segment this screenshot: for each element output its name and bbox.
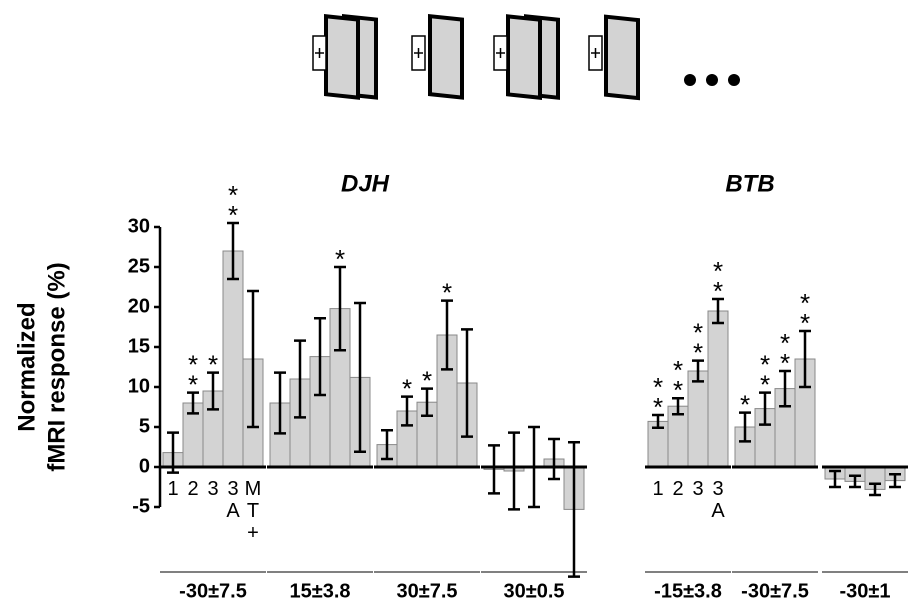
frame xyxy=(604,14,640,101)
frame xyxy=(324,14,360,100)
x-tick-label: 1 xyxy=(652,478,663,500)
group-label: 30±0.5 xyxy=(503,580,564,602)
significance-marker: * * xyxy=(800,288,810,338)
significance-marker: * * xyxy=(713,256,723,306)
significance-marker: * xyxy=(740,389,750,419)
bar xyxy=(707,310,729,468)
significance-marker: * xyxy=(208,349,218,379)
y-tick-label: 25 xyxy=(128,255,150,277)
error-bar xyxy=(354,301,366,454)
error-bar xyxy=(652,413,664,430)
error-bar xyxy=(381,428,393,461)
error-bar xyxy=(247,289,259,429)
ellipsis-dot xyxy=(706,74,718,86)
y-axis-label: Normalized xyxy=(13,302,40,431)
bar xyxy=(687,370,709,468)
error-bar xyxy=(869,482,881,497)
significance-marker: * * xyxy=(780,328,790,378)
group-label: -15±3.8 xyxy=(654,580,722,602)
significance-marker: * * xyxy=(653,372,663,422)
x-tick-label: 3 xyxy=(692,478,703,500)
x-tick-label: 1 xyxy=(167,478,178,500)
error-bar xyxy=(401,395,413,427)
y-tick-label: 15 xyxy=(128,335,150,357)
y-tick-label: -5 xyxy=(132,495,150,517)
significance-marker: * * xyxy=(673,355,683,405)
group-label: -30±7.5 xyxy=(179,580,247,602)
error-bar xyxy=(334,265,346,352)
error-bar xyxy=(799,329,811,389)
significance-marker: * xyxy=(402,373,412,403)
frame xyxy=(428,13,464,100)
error-bar xyxy=(207,371,219,411)
y-tick-label: 20 xyxy=(128,295,150,317)
error-bar xyxy=(187,391,199,415)
error-bar xyxy=(421,387,433,418)
error-bar xyxy=(461,328,473,438)
x-tick-label: 3 xyxy=(207,478,218,500)
panel-title: DJH xyxy=(341,170,390,197)
error-bar xyxy=(488,444,500,495)
y-axis-label: fMRI response (%) xyxy=(43,262,70,471)
fixation-cross xyxy=(496,48,505,58)
group-label: 30±7.5 xyxy=(396,580,457,602)
error-bar xyxy=(548,437,560,481)
significance-marker: * xyxy=(335,244,345,274)
error-bar xyxy=(227,221,239,281)
significance-marker: * * xyxy=(228,180,238,230)
panel-title: BTB xyxy=(725,170,774,197)
fixation-cross xyxy=(315,48,324,58)
error-bar xyxy=(294,339,306,419)
x-tick-label: 2 xyxy=(187,478,198,500)
fixation-cross xyxy=(414,48,423,58)
fixation-cross xyxy=(591,48,600,58)
significance-marker: * * xyxy=(760,349,770,399)
group-label: -30±7.5 xyxy=(741,580,809,602)
significance-marker: * * xyxy=(188,349,198,399)
y-tick-label: 5 xyxy=(139,415,150,437)
frame xyxy=(506,14,542,100)
error-bar xyxy=(672,396,684,416)
error-bar xyxy=(441,299,453,371)
error-bar xyxy=(508,431,520,511)
error-bar xyxy=(759,391,771,426)
y-tick-label: 30 xyxy=(128,215,150,237)
error-bar xyxy=(274,371,286,435)
bar xyxy=(222,250,244,468)
y-tick-label: 0 xyxy=(139,455,150,477)
error-bar xyxy=(849,474,861,489)
ellipsis-dot xyxy=(684,74,696,86)
group-label: -30±1 xyxy=(839,580,890,602)
x-tick-label: M T + xyxy=(245,478,262,544)
error-bar xyxy=(712,297,724,325)
significance-marker: * xyxy=(442,277,452,307)
group-label: 15±3.8 xyxy=(289,580,350,602)
ellipsis-dot xyxy=(728,74,740,86)
error-bar xyxy=(739,411,751,443)
x-tick-label: 2 xyxy=(672,478,683,500)
error-bar xyxy=(889,472,901,489)
error-bar xyxy=(829,469,841,489)
stimulus-illustration xyxy=(312,13,740,101)
y-tick-label: 10 xyxy=(128,375,150,397)
significance-marker: * xyxy=(422,365,432,395)
significance-marker: * * xyxy=(693,317,703,367)
error-bar xyxy=(568,440,580,578)
error-bar xyxy=(779,369,791,408)
error-bar xyxy=(692,359,704,383)
error-bar xyxy=(314,316,326,397)
